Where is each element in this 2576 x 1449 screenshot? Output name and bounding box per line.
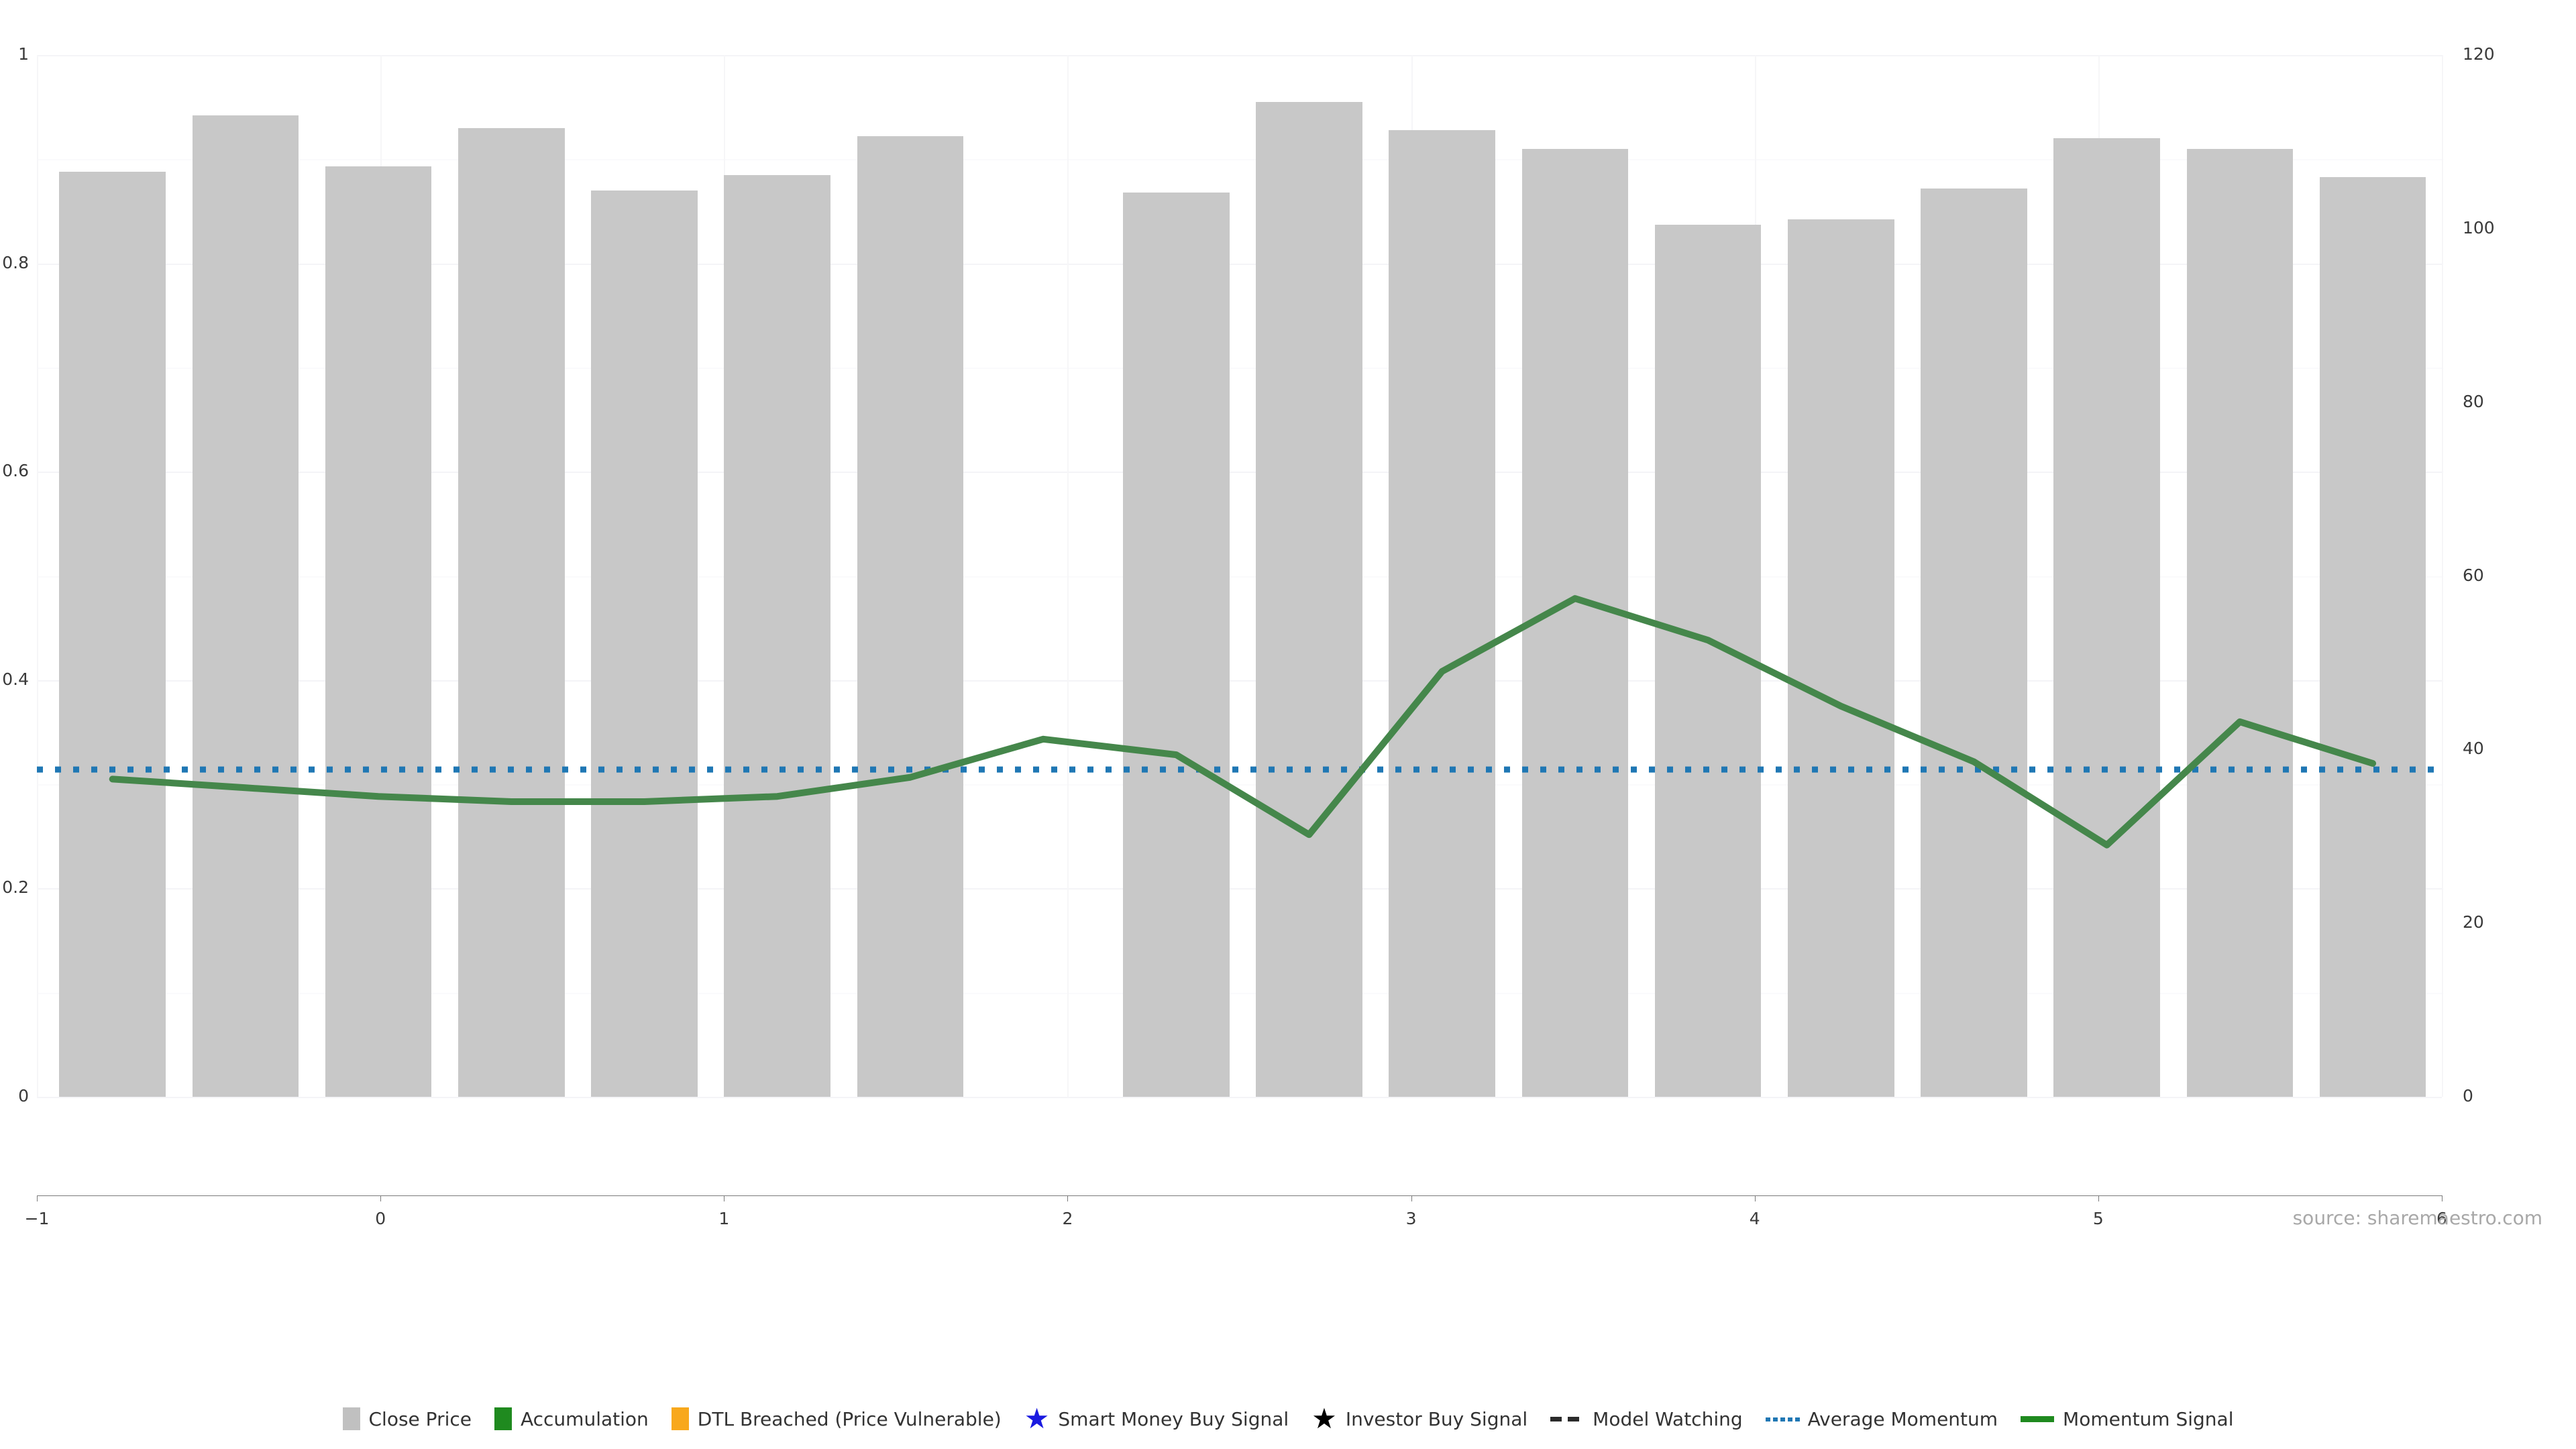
legend-item-label: Average Momentum [1807,1407,1998,1430]
gridline-h-2 [37,680,2442,682]
gridline-h-3 [37,472,2442,474]
bar-close-price [2053,138,2160,1097]
x-tick-mark [2098,1195,2099,1201]
y-tick-left: 1 [18,44,29,64]
bar-close-price [458,127,565,1097]
gridline-h-4 [37,263,2442,265]
legend-item-accumulation[interactable]: Accumulation [494,1407,649,1430]
y-tick-left: 0.8 [2,252,29,272]
gridline-h-5 [37,55,2442,56]
y-tick-right: 40 [2463,739,2484,759]
bar-close-price [192,115,299,1097]
y-tick-right: 0 [2463,1086,2473,1106]
legend-swatch-line-icon [2021,1407,2055,1430]
x-tick-label: 1 [718,1209,730,1228]
legend-item-label: Accumulation [520,1407,649,1430]
legend-swatch-box-icon [342,1407,360,1430]
plot-area [37,55,2443,1098]
gridline-h-1 [37,888,2442,890]
bar-close-price [1521,148,1629,1097]
legend-item-label: Smart Money Buy Signal [1058,1407,1289,1430]
bar-close-price [1921,188,2027,1097]
gridline-v-0 [37,55,38,1097]
x-tick-label: −1 [24,1209,50,1228]
y-tick-right: 60 [2463,565,2484,585]
legend-item-momentum-signal[interactable]: Momentum Signal [2021,1407,2234,1430]
legend-item-label: Close Price [368,1407,472,1430]
legend-item-smart-money-buy-signal[interactable]: ★ Smart Money Buy Signal [1024,1402,1289,1435]
x-tick-mark [37,1195,38,1201]
gridline-h-0 [37,1097,2442,1098]
x-tick-mark [2442,1195,2443,1201]
gridline-h-minor-2 [37,576,2442,578]
legend-swatch-box-icon [494,1407,512,1430]
source-attribution: source: sharemaestro.com [2292,1207,2542,1229]
x-tick-label: 5 [2092,1209,2104,1228]
x-tick-mark [380,1195,382,1201]
legend-swatch-box-icon [671,1407,689,1430]
bar-close-price [591,190,698,1097]
legend-swatch-dashed-icon [1550,1407,1584,1430]
bar-close-price [1256,101,1362,1097]
legend-swatch-star-icon: ★ [1024,1402,1050,1435]
x-tick-label: 4 [1749,1209,1760,1228]
y-tick-right: 80 [2463,391,2484,411]
legend-item-close-price[interactable]: Close Price [342,1407,472,1430]
bar-close-price [2186,148,2294,1097]
y-tick-right: 100 [2463,217,2495,237]
y-tick-right: 120 [2463,44,2495,64]
x-tick-mark [1411,1195,1412,1201]
x-tick-label: 0 [375,1209,386,1228]
bar-close-price [2319,176,2426,1097]
legend-item-label: Model Watching [1593,1407,1743,1430]
legend-swatch-dotted-icon [1765,1407,1800,1430]
x-tick-mark [1754,1195,1756,1201]
y-tick-right: 20 [2463,912,2484,932]
gridline-v-3 [1067,55,1069,1097]
x-tick-label: 6 [2436,1209,2447,1228]
gridline-h-minor-4 [37,159,2442,161]
legend-item-model-watching[interactable]: Model Watching [1550,1407,1743,1430]
gridline-h-minor-1 [37,784,2442,786]
bar-close-price [857,136,964,1097]
x-tick-mark [1067,1195,1069,1201]
gridline-h-minor-3 [37,367,2442,369]
bar-close-price [724,174,830,1097]
bar-close-price [325,166,432,1097]
momentum-signal-line [109,595,2377,849]
legend-item-label: Momentum Signal [2063,1407,2234,1430]
legend-item-dtl-breached-price-vulnerable[interactable]: DTL Breached (Price Vulnerable) [671,1407,1002,1430]
legend-item-investor-buy-signal[interactable]: ★ Investor Buy Signal [1311,1402,1528,1435]
bar-close-price [1787,219,1894,1097]
bar-close-price [1122,193,1230,1097]
legend-item-label: Investor Buy Signal [1345,1407,1528,1430]
y-tick-left: 0.4 [2,669,29,689]
gridline-v-7 [2442,55,2443,1097]
legend-item-label: DTL Breached (Price Vulnerable) [697,1407,1002,1430]
bar-close-price [59,171,166,1097]
legend-item-average-momentum[interactable]: Average Momentum [1765,1407,1998,1430]
x-tick-label: 2 [1062,1209,1073,1228]
x-axis-spine [37,1195,2442,1196]
y-tick-left: 0 [18,1086,29,1106]
chart-legend: Close Price Accumulation DTL Breached (Pri… [0,1402,2576,1435]
x-tick-label: 3 [1405,1209,1417,1228]
legend-swatch-star-icon: ★ [1311,1402,1337,1435]
gridline-h-minor-0 [37,992,2442,994]
y-tick-left: 0.6 [2,461,29,481]
bar-close-price [1389,129,1495,1097]
line-overlay [37,595,2442,849]
y-tick-left: 0.2 [2,877,29,898]
